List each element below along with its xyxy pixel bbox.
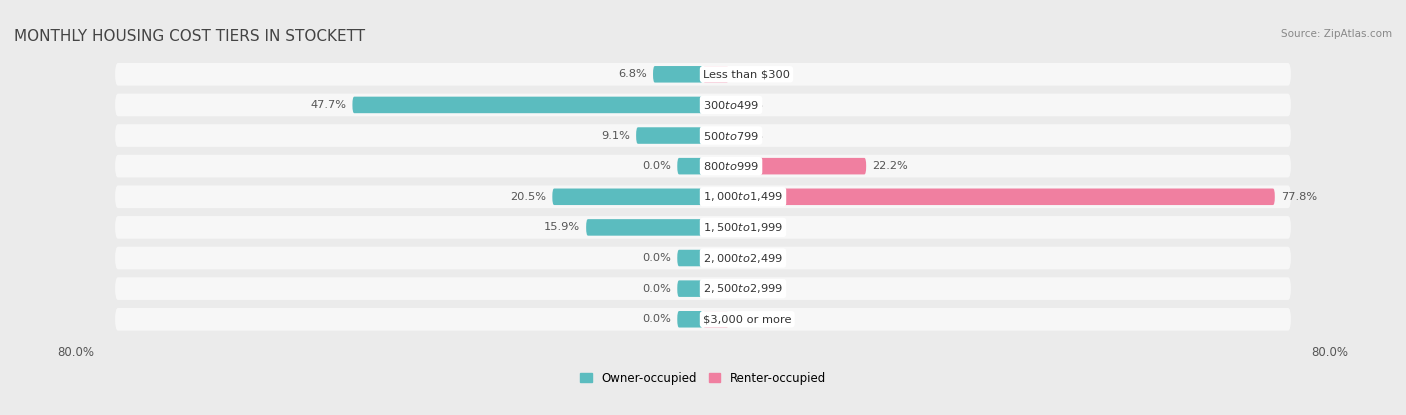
FancyBboxPatch shape	[703, 281, 728, 297]
FancyBboxPatch shape	[115, 308, 1291, 331]
Text: 0.0%: 0.0%	[734, 100, 763, 110]
Legend: Owner-occupied, Renter-occupied: Owner-occupied, Renter-occupied	[579, 371, 827, 385]
Text: Less than $300: Less than $300	[703, 69, 790, 79]
FancyBboxPatch shape	[678, 250, 703, 266]
FancyBboxPatch shape	[703, 127, 728, 144]
FancyBboxPatch shape	[115, 94, 1291, 116]
FancyBboxPatch shape	[115, 63, 1291, 85]
FancyBboxPatch shape	[586, 219, 703, 236]
FancyBboxPatch shape	[703, 97, 728, 113]
Text: 0.0%: 0.0%	[643, 161, 672, 171]
FancyBboxPatch shape	[703, 219, 728, 236]
Text: 0.0%: 0.0%	[734, 222, 763, 232]
FancyBboxPatch shape	[703, 66, 728, 83]
Text: 6.8%: 6.8%	[619, 69, 647, 79]
Text: 0.0%: 0.0%	[643, 283, 672, 294]
FancyBboxPatch shape	[703, 188, 1275, 205]
Text: 0.0%: 0.0%	[734, 131, 763, 141]
Text: 0.0%: 0.0%	[734, 283, 763, 294]
Text: 0.0%: 0.0%	[643, 314, 672, 324]
FancyBboxPatch shape	[115, 277, 1291, 300]
FancyBboxPatch shape	[652, 66, 703, 83]
Text: MONTHLY HOUSING COST TIERS IN STOCKETT: MONTHLY HOUSING COST TIERS IN STOCKETT	[14, 29, 366, 44]
Text: 15.9%: 15.9%	[544, 222, 581, 232]
Text: 0.0%: 0.0%	[643, 253, 672, 263]
Text: $300 to $499: $300 to $499	[703, 99, 759, 111]
FancyBboxPatch shape	[703, 311, 728, 327]
FancyBboxPatch shape	[678, 311, 703, 327]
FancyBboxPatch shape	[553, 188, 703, 205]
Text: $1,000 to $1,499: $1,000 to $1,499	[703, 190, 783, 203]
FancyBboxPatch shape	[636, 127, 703, 144]
FancyBboxPatch shape	[678, 158, 703, 174]
Text: 0.0%: 0.0%	[734, 314, 763, 324]
Text: 22.2%: 22.2%	[872, 161, 908, 171]
Text: $2,500 to $2,999: $2,500 to $2,999	[703, 282, 783, 295]
FancyBboxPatch shape	[115, 124, 1291, 147]
FancyBboxPatch shape	[703, 158, 866, 174]
Text: 77.8%: 77.8%	[1281, 192, 1317, 202]
Text: 20.5%: 20.5%	[510, 192, 547, 202]
Text: 0.0%: 0.0%	[734, 253, 763, 263]
FancyBboxPatch shape	[353, 97, 703, 113]
FancyBboxPatch shape	[703, 250, 728, 266]
Text: 47.7%: 47.7%	[311, 100, 346, 110]
Text: 80.0%: 80.0%	[1312, 347, 1348, 359]
Text: Source: ZipAtlas.com: Source: ZipAtlas.com	[1281, 29, 1392, 39]
Text: $800 to $999: $800 to $999	[703, 160, 759, 172]
Text: $3,000 or more: $3,000 or more	[703, 314, 792, 324]
Text: 9.1%: 9.1%	[602, 131, 630, 141]
Text: 80.0%: 80.0%	[58, 347, 94, 359]
FancyBboxPatch shape	[115, 155, 1291, 178]
FancyBboxPatch shape	[115, 216, 1291, 239]
Text: $2,000 to $2,499: $2,000 to $2,499	[703, 251, 783, 264]
FancyBboxPatch shape	[678, 281, 703, 297]
FancyBboxPatch shape	[115, 247, 1291, 269]
Text: $500 to $799: $500 to $799	[703, 129, 759, 142]
Text: 0.0%: 0.0%	[734, 69, 763, 79]
Text: $1,500 to $1,999: $1,500 to $1,999	[703, 221, 783, 234]
FancyBboxPatch shape	[115, 186, 1291, 208]
